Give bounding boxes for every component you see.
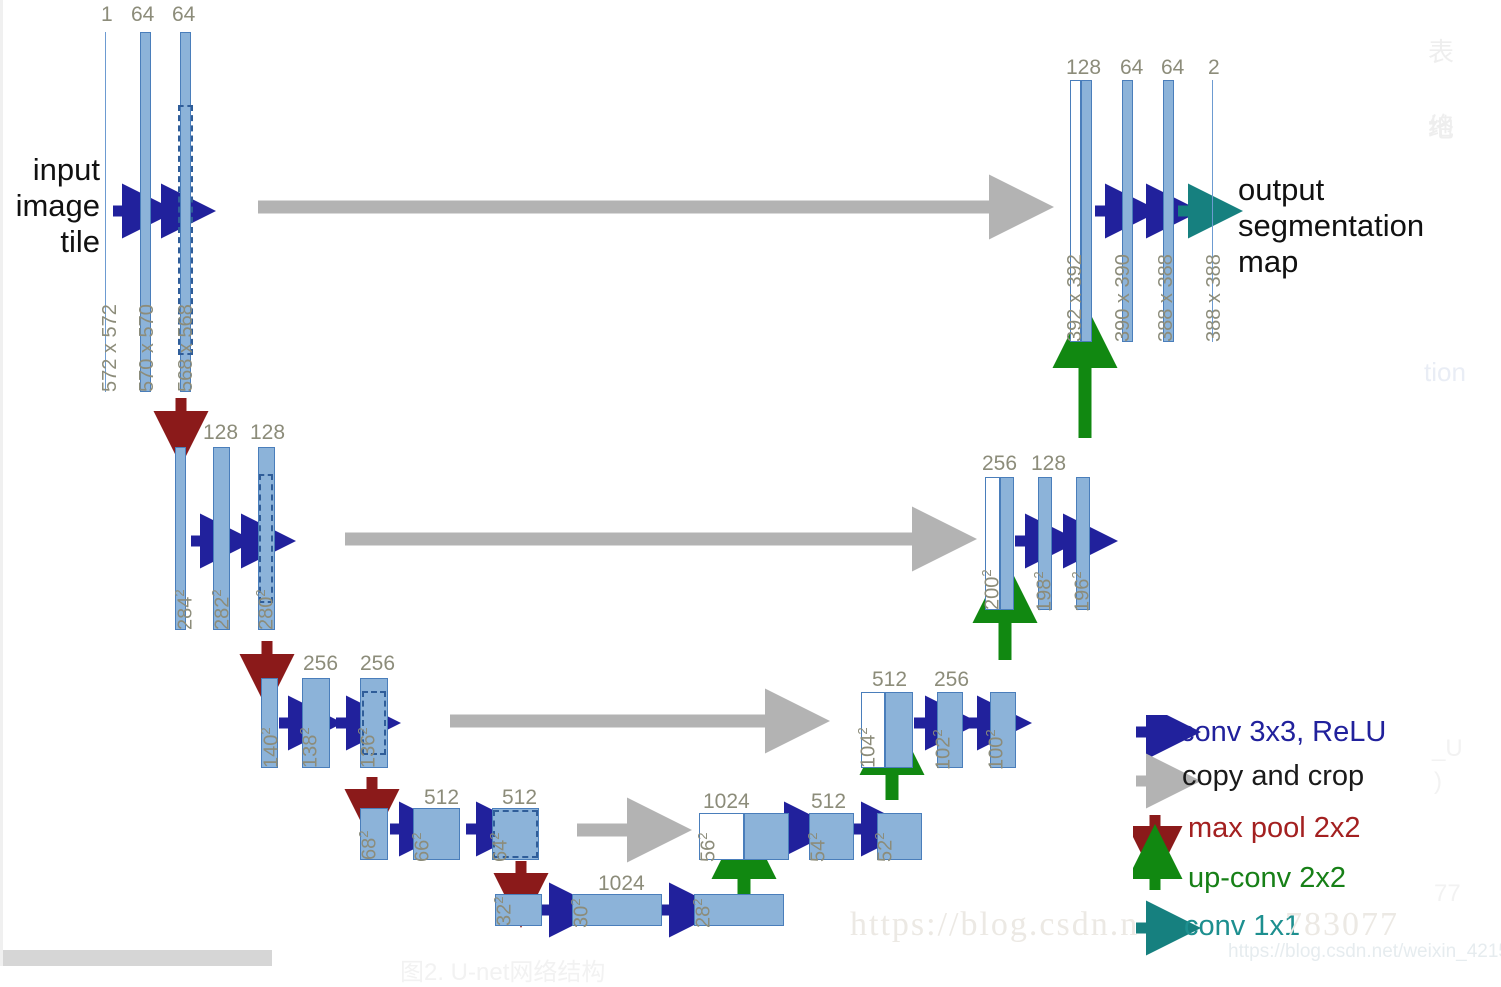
channel-label: 128 [203,421,239,444]
dim-label: 302 [568,898,593,928]
legend-label-upconv: up-conv 2x2 [1188,862,1346,894]
dim-label: 1042 [855,727,880,768]
feature-block [572,894,662,926]
feature-block [302,678,330,768]
feature-block [885,692,913,768]
feature-block [360,808,388,860]
legend-label-maxpool: max pool 2x2 [1188,812,1361,844]
input-label: input image tile [15,152,100,259]
legend-label-conv1x1: conv 1x1 [1184,910,1301,942]
legend-label-conv: conv 3x3, ReLU [1180,716,1387,748]
dim-label: 522 [872,832,897,862]
channel-label: 256 [360,652,396,675]
feature-block [140,32,151,392]
feature-block [492,808,539,860]
feature-block [413,808,460,860]
crop-marker [178,105,193,355]
channel-label: 256 [303,652,339,675]
left-edge-bar [0,0,3,966]
dim-label: 1022 [930,729,955,770]
dim-label: 392 x 392 [1064,254,1086,342]
dim-label: 642 [487,832,512,862]
dim-label: 568 x 568 [175,304,197,392]
feature-block [1038,477,1052,610]
channel-label: 512 [424,786,460,809]
dim-label: 2802 [253,589,278,630]
crop-marker [259,474,273,603]
channel-label: 512 [502,786,538,809]
feature-block [1076,477,1090,610]
dim-label: 1002 [983,729,1008,770]
feature-block-output [1212,80,1213,342]
crop-marker [493,810,538,858]
dim-label: 390 x 390 [1112,254,1134,342]
dim-label: 572 x 572 [99,304,121,392]
channel-label: 64 [1161,56,1185,79]
dim-label: 1402 [258,727,283,768]
dim-label: 2002 [979,569,1004,610]
channel-label: 2 [1208,56,1220,79]
channel-label: 1 [101,3,113,26]
feature-block [495,894,542,926]
feature-block [175,447,186,630]
channel-label: 64 [131,3,155,26]
feature-block-input [105,32,106,392]
channel-label: 128 [250,421,286,444]
channel-label: 512 [811,790,847,813]
channel-label: 64 [172,3,196,26]
skip-copy-block [861,692,885,768]
legend-label-copy: copy and crop [1182,760,1365,792]
channel-label: 64 [1120,56,1144,79]
arrow-layer [113,174,1243,938]
feature-block [694,894,784,926]
feature-block [809,813,854,860]
dim-label: 282 [690,898,715,928]
dim-label: 1982 [1031,571,1056,612]
feature-block [261,678,278,768]
skip-copy-block [699,813,744,860]
channel-label: 256 [982,452,1018,475]
legend-icons [1133,715,1201,956]
channel-label: 128 [1066,56,1102,79]
feature-block [1163,80,1174,342]
dim-label: 542 [805,832,830,862]
dim-label: 322 [491,896,516,926]
dim-label: 2822 [209,589,234,630]
feature-block [258,447,275,630]
channel-label: 512 [872,668,908,691]
channel-label: 256 [934,668,970,691]
feature-block [990,692,1016,768]
dim-label: 1962 [1069,571,1094,612]
channel-label: 1024 [703,790,750,813]
skip-copy-block [985,477,1000,610]
bottom-scrollbar[interactable] [0,950,272,966]
dim-label: 1362 [355,727,380,768]
channel-label: 1024 [598,872,645,895]
channel-label: 128 [1031,452,1067,475]
dim-label: 662 [409,832,434,862]
feature-block [1000,477,1014,610]
crop-marker [362,691,386,755]
feature-block [180,32,191,392]
skip-copy-block [1070,80,1081,342]
dim-label: 388 x 388 [1155,254,1177,342]
feature-block [1122,80,1133,342]
feature-block [1081,80,1092,342]
feature-block [213,447,230,630]
feature-block [744,813,789,860]
feature-block [937,692,963,768]
dim-label: 388 x 388 [1203,254,1225,342]
dim-label: 1382 [297,727,322,768]
dim-label: 562 [695,832,720,862]
dim-label: 682 [356,830,381,860]
output-label: output segmentation map [1238,172,1425,279]
dim-label: 2842 [172,589,197,630]
dim-label: 570 x 570 [136,304,158,392]
feature-block [877,813,922,860]
